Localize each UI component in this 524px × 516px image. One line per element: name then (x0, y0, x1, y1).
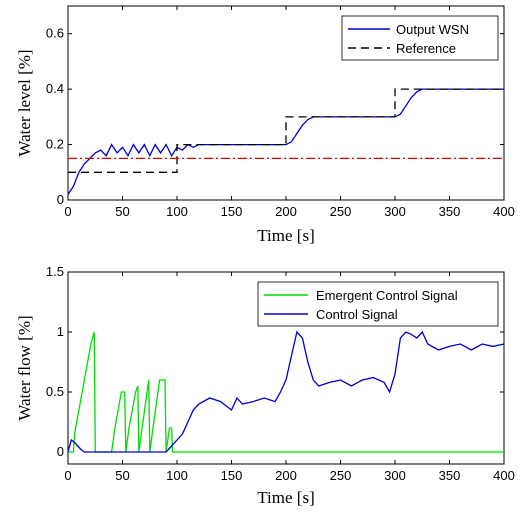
top-x-tick-label: 400 (493, 204, 515, 219)
bottom-legend: Emergent Control Signal Control Signal (257, 281, 499, 327)
bottom-x-axis-label: Time [s] (257, 488, 314, 507)
bottom-x-tick-label: 50 (115, 468, 129, 483)
top-x-axis-label: Time [s] (257, 226, 314, 245)
top-panel: Water level [%] Time [s] 0 50 100 150 200 250… (15, 5, 515, 245)
top-x-tick-label: 150 (221, 204, 243, 219)
bottom-legend-box (257, 281, 499, 327)
bottom-series-group (67, 330, 505, 453)
bottom-y-tick-label: 0 (57, 444, 64, 459)
top-x-tick-label: 0 (64, 204, 71, 219)
bottom-series-line-1 (67, 330, 505, 453)
bottom-y-ticks: 0 0.5 1 1.5 (46, 264, 504, 459)
bottom-y-axis-label: Water flow [%] (15, 315, 34, 420)
bottom-x-tick-label: 0 (64, 468, 71, 483)
top-x-ticks: 0 50 100 150 200 250 300 350 400 (64, 6, 515, 219)
top-x-tick-label: 50 (115, 204, 129, 219)
top-series-group (67, 88, 504, 195)
bottom-x-ticks: 0 50 100 150 200 250 300 350 400 (64, 272, 515, 483)
top-y-tick-label: 0.2 (46, 137, 64, 152)
bottom-y-tick-label: 1.5 (46, 264, 64, 279)
bottom-x-tick-label: 250 (330, 468, 352, 483)
top-legend-label-output: Output WSN (396, 22, 469, 37)
bottom-x-tick-label: 300 (384, 468, 406, 483)
top-x-tick-label: 250 (330, 204, 352, 219)
top-x-tick-label: 100 (166, 204, 188, 219)
top-series-line-1 (68, 88, 504, 173)
top-x-tick-label: 350 (439, 204, 461, 219)
top-legend-box (341, 15, 499, 61)
top-x-tick-label: 300 (384, 204, 406, 219)
bottom-x-tick-label: 150 (221, 468, 243, 483)
bottom-legend-label-control: Control Signal (316, 307, 398, 322)
bottom-x-tick-label: 100 (166, 468, 188, 483)
top-x-tick-label: 200 (275, 204, 297, 219)
bottom-x-tick-label: 400 (493, 468, 515, 483)
top-y-ticks: 0 0.2 0.4 0.6 (46, 26, 504, 207)
top-legend: Output WSN Reference (341, 15, 499, 61)
top-y-tick-label: 0 (57, 192, 64, 207)
bottom-x-tick-label: 350 (439, 468, 461, 483)
bottom-panel: Water flow [%] Time [s] 0 50 100 150 200 250 3… (15, 264, 515, 507)
top-legend-label-reference: Reference (396, 41, 456, 56)
top-y-tick-label: 0.4 (46, 81, 64, 96)
top-y-axis-label: Water level [%] (15, 49, 34, 156)
bottom-legend-label-emergent: Emergent Control Signal (316, 288, 458, 303)
bottom-y-tick-label: 1 (57, 324, 64, 339)
bottom-y-tick-label: 0.5 (46, 384, 64, 399)
bottom-x-tick-label: 200 (275, 468, 297, 483)
top-y-tick-label: 0.6 (46, 26, 64, 41)
bottom-series-line-0 (68, 331, 504, 453)
